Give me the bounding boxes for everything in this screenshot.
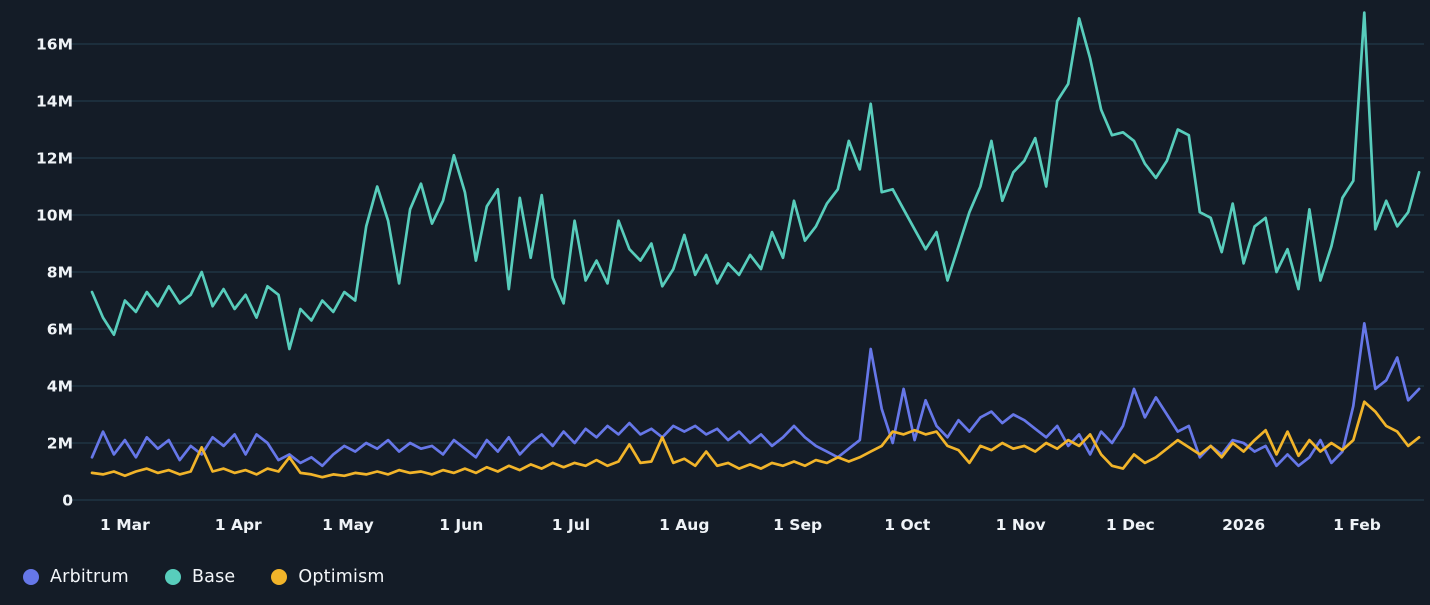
legend-label-optimism: Optimism — [298, 567, 385, 587]
y-axis-tick-label: 6M — [47, 321, 73, 339]
x-axis-tick-label: 1 Dec — [1106, 516, 1155, 534]
y-axis-tick-label: 0 — [62, 492, 73, 510]
x-axis-tick-label: 1 Nov — [996, 516, 1046, 534]
base-color-dot — [164, 569, 181, 585]
x-axis-tick-label: 2026 — [1222, 516, 1265, 534]
x-axis-tick-label: 1 Oct — [884, 516, 931, 534]
y-axis-tick-label: 4M — [47, 378, 73, 396]
y-axis-tick-label: 16M — [36, 36, 73, 54]
legend-item-arbitrum[interactable]: Arbitrum — [23, 567, 129, 587]
legend: Arbitrum Base Optimism — [23, 567, 385, 587]
x-axis-tick-label: 1 Aug — [659, 516, 709, 534]
legend-item-optimism[interactable]: Optimism — [271, 567, 384, 587]
x-axis-tick-label: 1 Mar — [100, 516, 150, 534]
y-axis-tick-label: 8M — [47, 264, 73, 282]
x-axis-tick-label: 1 Sep — [773, 516, 822, 534]
arbitrum-color-dot — [23, 569, 39, 585]
x-axis-tick-label: 1 Feb — [1333, 516, 1381, 534]
series-line-base — [90, 11, 1421, 351]
y-axis-tick-label: 14M — [36, 93, 73, 111]
y-axis-tick-label: 10M — [36, 207, 73, 225]
x-axis-tick-label: 1 Jun — [439, 516, 483, 534]
y-axis-tick-label: 12M — [36, 150, 73, 168]
x-axis-tick-label: 1 May — [322, 516, 374, 534]
legend-label-arbitrum: Arbitrum — [50, 567, 129, 587]
legend-label-base: Base — [191, 567, 236, 587]
series-line-optimism — [90, 400, 1421, 479]
chart-canvas: 0 2M 4M 6M 8M 10M 12M 14M 16M 1 Mar 1 Apr 1 May 1 Ju… — [36, 11, 1424, 534]
legend-item-base[interactable]: Base — [164, 567, 236, 587]
x-axis-tick-label: 1 Jul — [552, 516, 590, 534]
y-axis-tick-label: 2M — [47, 435, 73, 453]
optimism-color-dot — [271, 569, 288, 585]
x-axis-tick-label: 1 Apr — [215, 516, 262, 534]
